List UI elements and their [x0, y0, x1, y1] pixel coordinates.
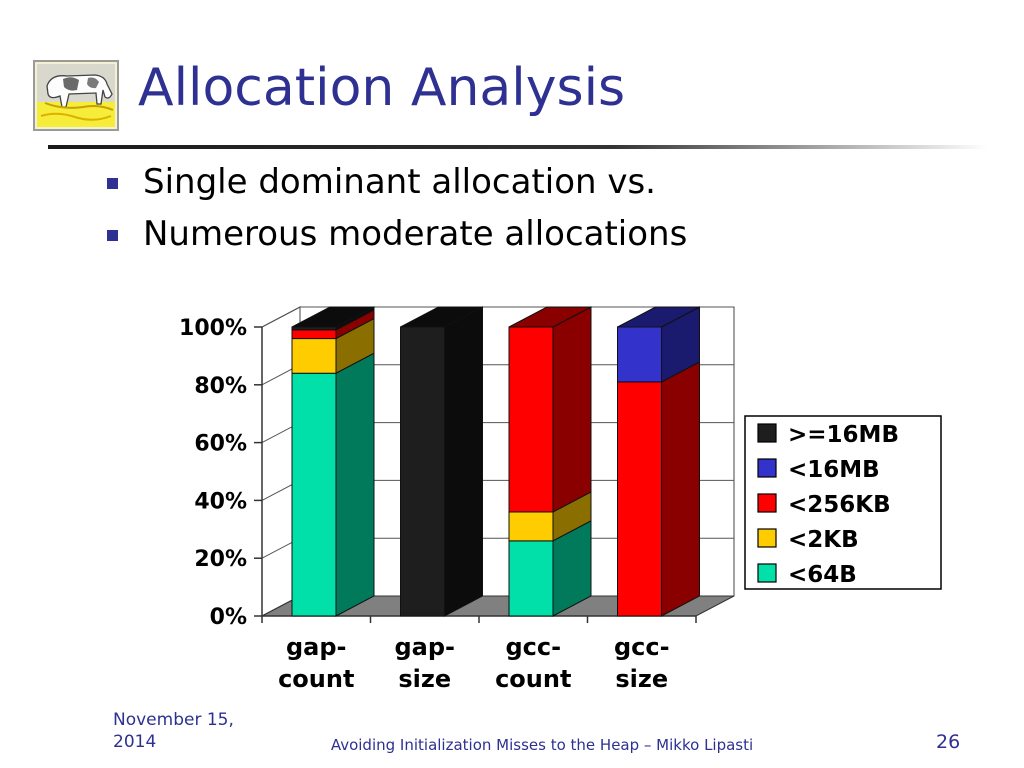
bar-segment — [617, 326, 662, 383]
legend-label: <16MB — [788, 457, 880, 483]
bar-segment-side — [444, 306, 483, 617]
bar-segment — [508, 540, 554, 617]
y-tick-label: 80% — [194, 374, 247, 399]
square-bullet-icon — [107, 230, 118, 241]
bar-segment — [508, 511, 554, 542]
legend-swatch — [757, 528, 777, 548]
legend-label: <2KB — [788, 527, 859, 553]
x-category-label: count — [495, 665, 571, 693]
bullet-item: Numerous moderate allocations — [105, 212, 687, 264]
bar-top-cap — [508, 306, 592, 328]
bullet-text: Numerous moderate allocations — [143, 214, 688, 254]
footer-date: November 15, 2014 — [113, 710, 234, 752]
page-number: 26 — [936, 731, 961, 753]
y-tick-label: 100% — [179, 316, 247, 341]
legend-swatch — [757, 493, 777, 513]
bar-segment — [291, 329, 337, 340]
bar-segment — [291, 372, 337, 617]
x-category-label: size — [398, 665, 451, 693]
bar-top-cap — [617, 306, 700, 328]
x-category-label: size — [615, 665, 668, 693]
y-tick-label: 40% — [194, 489, 247, 514]
legend-label: >=16MB — [788, 422, 899, 448]
legend-box — [744, 415, 942, 590]
y-tick-label: 0% — [210, 605, 247, 630]
legend-swatch — [757, 458, 777, 478]
bar-segment-side — [552, 306, 592, 513]
bullet-item: Single dominant allocation vs. — [105, 160, 687, 212]
bar-segment — [291, 338, 337, 374]
legend-swatch — [757, 563, 777, 583]
footer-caption: Avoiding Initialization Misses to the He… — [0, 736, 1024, 754]
bar-top-cap — [400, 306, 483, 328]
bullet-list: Single dominant allocation vs. Numerous … — [105, 160, 687, 264]
legend-swatch — [757, 423, 777, 443]
bar-segment — [400, 326, 445, 617]
x-category-label: gap- — [394, 633, 455, 661]
x-category-label: gcc- — [614, 633, 670, 661]
y-tick-label: 20% — [194, 547, 247, 572]
legend-label: <64B — [788, 562, 857, 588]
x-category-label: gap- — [286, 633, 347, 661]
cow-logo — [33, 60, 119, 131]
bar-segment-side — [661, 361, 700, 617]
square-bullet-icon — [107, 178, 118, 189]
bar-segment — [617, 381, 662, 617]
bar-segment-side — [335, 352, 375, 617]
x-category-label: gcc- — [505, 633, 561, 661]
footer-caption-text: Avoiding Initialization Misses to the He… — [330, 736, 754, 754]
legend-label: <256KB — [788, 492, 891, 518]
x-category-label: count — [278, 665, 354, 693]
y-tick-label: 60% — [194, 432, 247, 457]
slide-title: Allocation Analysis — [138, 58, 626, 118]
title-divider — [48, 145, 988, 149]
grazing-cow-icon — [33, 60, 119, 131]
bullet-text: Single dominant allocation vs. — [143, 162, 656, 202]
bar-segment — [508, 326, 554, 513]
bar-top-cap — [291, 306, 375, 328]
